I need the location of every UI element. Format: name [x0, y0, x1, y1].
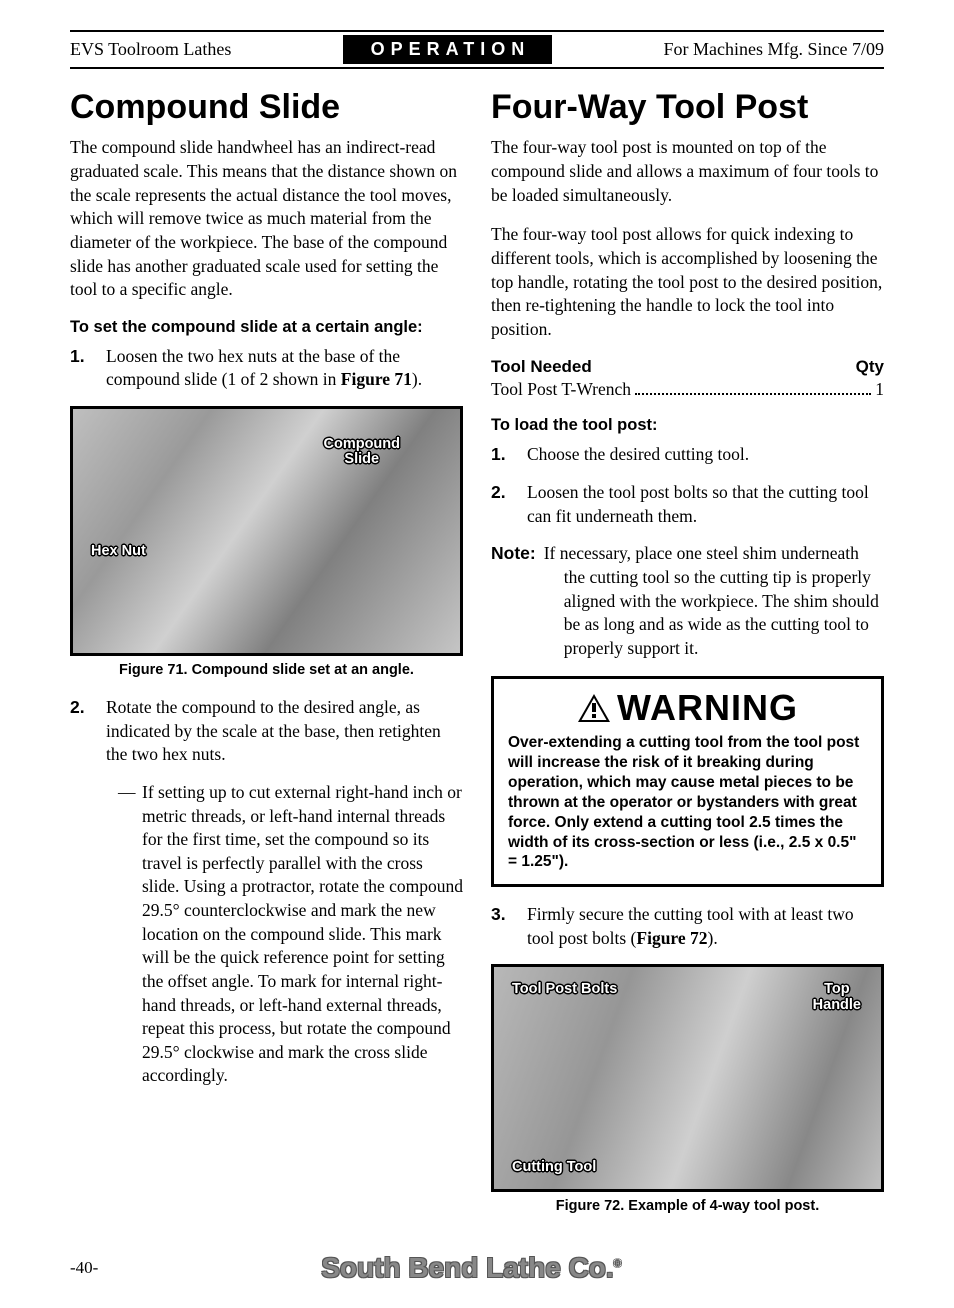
step-body: Loosen the two hex nuts at the base of t…	[106, 345, 463, 392]
left-column: Compound Slide The compound slide handwh…	[70, 89, 463, 1232]
load-step-1: 1. Choose the desired cutting tool.	[491, 443, 884, 467]
header-right: For Machines Mfg. Since 7/09	[664, 39, 884, 60]
step-number: 1.	[70, 345, 92, 392]
tool-table-header: Tool Needed Qty	[491, 357, 884, 377]
tool-header-left: Tool Needed	[491, 357, 592, 377]
company-name: South Bend Lathe Co.®	[98, 1252, 844, 1284]
step2-sub: — If setting up to cut external right-ha…	[106, 781, 463, 1088]
step-number: 1.	[491, 443, 513, 467]
figure-72: Tool Post Bolts Top Handle Cutting Tool	[491, 964, 884, 1192]
compound-steps: 1. Loosen the two hex nuts at the base o…	[70, 345, 463, 392]
note-label: Note:	[491, 542, 536, 660]
warning-icon	[577, 693, 611, 723]
compound-slide-intro: The compound slide handwheel has an indi…	[70, 136, 463, 301]
load-step-2: 2. Loosen the tool post bolts so that th…	[491, 481, 884, 528]
load-steps: 1. Choose the desired cutting tool. 2. L…	[491, 443, 884, 528]
right-column: Four-Way Tool Post The four-way tool pos…	[491, 89, 884, 1232]
step-body: Loosen the tool post bolts so that the c…	[527, 481, 884, 528]
step-number: 2.	[70, 696, 92, 1088]
warning-text: Over-extending a cutting tool from the t…	[508, 733, 867, 872]
compound-step-1: 1. Loosen the two hex nuts at the base o…	[70, 345, 463, 392]
figure-71-caption: Figure 71. Compound slide set at an angl…	[70, 662, 463, 678]
page-footer: -40- South Bend Lathe Co.®	[70, 1252, 884, 1284]
figure-72-caption: Figure 72. Example of 4-way tool post.	[491, 1198, 884, 1214]
tool-name: Tool Post T-Wrench	[491, 379, 631, 400]
step-body: Rotate the compound to the desired angle…	[106, 696, 463, 1088]
callout-cutting-tool: Cutting Tool	[512, 1160, 596, 1175]
step-body: Choose the desired cutting tool.	[527, 443, 884, 467]
tool-qty: 1	[875, 379, 884, 400]
warning-title: WARNING	[508, 687, 867, 729]
compound-steps-2: 2. Rotate the compound to the desired an…	[70, 696, 463, 1088]
header-left: EVS Toolroom Lathes	[70, 39, 231, 60]
fourway-intro2: The four-way tool post allows for quick …	[491, 223, 884, 341]
warning-box: WARNING Over-extending a cutting tool fr…	[491, 676, 884, 887]
step-number: 2.	[491, 481, 513, 528]
callout-compound-slide: Compound Slide	[323, 437, 400, 467]
note-text: If necessary, place one steel shim under…	[544, 542, 884, 660]
page-header: EVS Toolroom Lathes OPERATION For Machin…	[70, 30, 884, 69]
dotted-leader	[635, 393, 871, 395]
load-steps-3: 3. Firmly secure the cutting tool with a…	[491, 903, 884, 950]
callout-hex-nut: Hex Nut	[91, 544, 146, 559]
header-center: OPERATION	[343, 35, 553, 64]
content-columns: Compound Slide The compound slide handwh…	[70, 89, 884, 1232]
callout-tool-post-bolts: Tool Post Bolts	[512, 982, 617, 997]
tool-row: Tool Post T-Wrench 1	[491, 379, 884, 400]
step-body: Firmly secure the cutting tool with at l…	[527, 903, 884, 950]
step-number: 3.	[491, 903, 513, 950]
compound-step-2: 2. Rotate the compound to the desired an…	[70, 696, 463, 1088]
page-number: -40-	[70, 1258, 98, 1278]
compound-subhead: To set the compound slide at a certain a…	[70, 318, 463, 337]
callout-top-handle: Top Handle	[813, 982, 861, 1012]
tool-header-right: Qty	[856, 357, 884, 377]
fourway-title: Four-Way Tool Post	[491, 89, 884, 126]
compound-slide-title: Compound Slide	[70, 89, 463, 126]
load-step-3: 3. Firmly secure the cutting tool with a…	[491, 903, 884, 950]
fourway-intro1: The four-way tool post is mounted on top…	[491, 136, 884, 207]
load-subhead: To load the tool post:	[491, 416, 884, 435]
note-block: Note: If necessary, place one steel shim…	[491, 542, 884, 660]
figure-71: Compound Slide Hex Nut	[70, 406, 463, 656]
